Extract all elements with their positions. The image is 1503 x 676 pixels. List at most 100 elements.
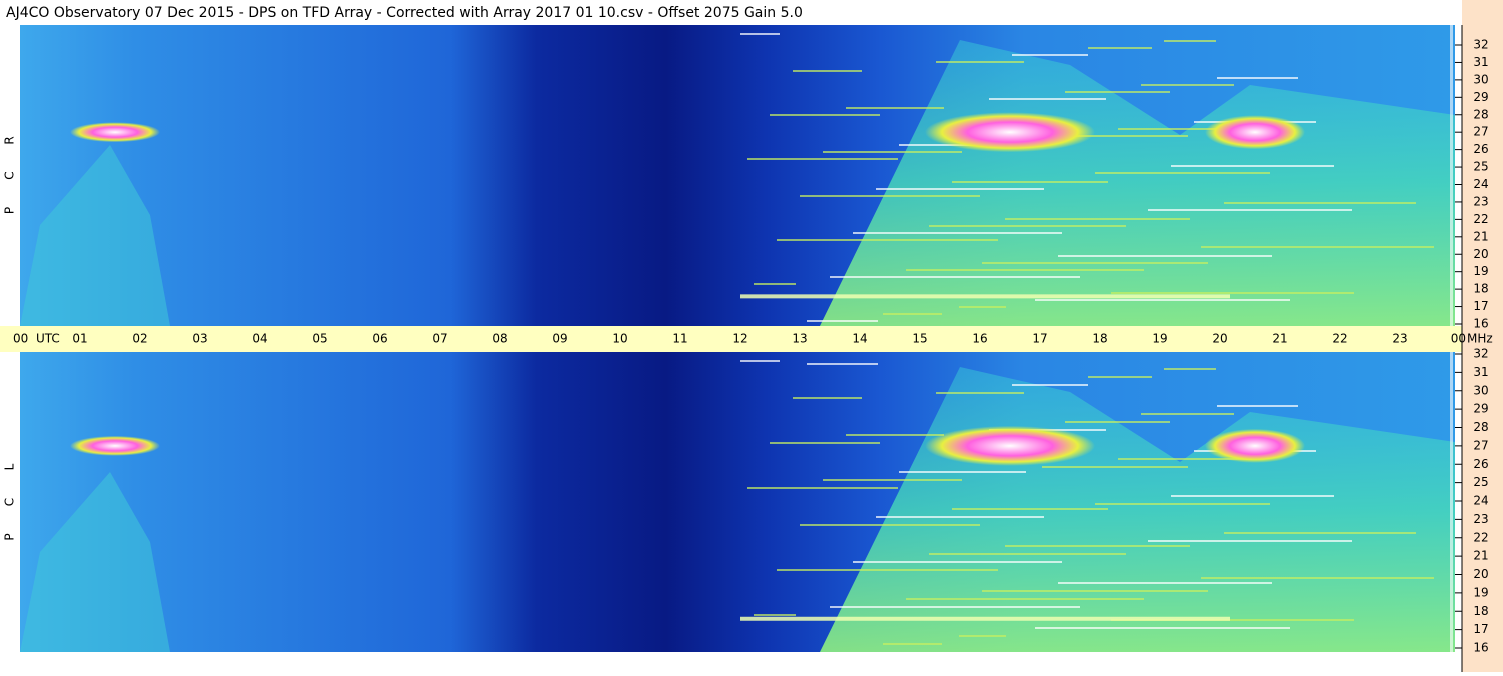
- noise-line: [1201, 577, 1434, 579]
- noise-line: [1171, 165, 1334, 167]
- noise-line: [823, 479, 962, 481]
- noise-line: [1118, 458, 1252, 460]
- panel-label: R: [3, 136, 17, 144]
- noise-line: [989, 98, 1106, 100]
- x-tick-label: 05: [312, 332, 327, 346]
- noise-line: [982, 590, 1208, 592]
- noise-line: [1111, 619, 1354, 621]
- burst-band: [740, 616, 1230, 621]
- y-tick-label: 18: [1473, 604, 1488, 618]
- noise-line: [876, 188, 1044, 190]
- x-tick-label: 12: [732, 332, 747, 346]
- y-tick-label: 22: [1473, 212, 1488, 226]
- x-tick-label: 14: [852, 332, 867, 346]
- noise-line: [883, 643, 942, 645]
- x-tick-label: 04: [252, 332, 267, 346]
- noise-line: [906, 598, 1144, 600]
- noise-line: [1005, 218, 1190, 220]
- x-tick-label: 21: [1272, 332, 1287, 346]
- y-tick-label: 19: [1473, 585, 1488, 599]
- noise-line: [800, 195, 980, 197]
- axis-bar: [1450, 352, 1453, 652]
- burst: [70, 122, 160, 143]
- noise-line: [793, 397, 862, 399]
- noise-line: [740, 33, 780, 35]
- noise-line: [1217, 77, 1298, 79]
- time-strip: [0, 326, 1462, 352]
- x-axis-label: UTC: [36, 332, 60, 346]
- noise-line: [853, 561, 1062, 563]
- panel-label: C: [3, 498, 17, 506]
- noise-line: [936, 392, 1024, 394]
- chart-title: AJ4CO Observatory 07 Dec 2015 - DPS on T…: [6, 5, 803, 21]
- noise-line: [830, 606, 1080, 608]
- x-tick-label: 11: [672, 332, 687, 346]
- panel-label: P: [3, 207, 17, 214]
- y-tick-label: 32: [1473, 38, 1488, 52]
- y-tick-label: 29: [1473, 402, 1488, 416]
- x-tick-label: 19: [1152, 332, 1167, 346]
- panel-label: P: [3, 533, 17, 540]
- x-tick-label: 13: [792, 332, 807, 346]
- y-tick-label: 22: [1473, 530, 1488, 544]
- noise-line: [1118, 128, 1252, 130]
- x-tick-label: 01: [72, 332, 87, 346]
- noise-line: [959, 635, 1006, 637]
- noise-line: [1065, 421, 1170, 423]
- noise-line: [952, 181, 1108, 183]
- noise-line: [1217, 405, 1298, 407]
- noise-line: [1111, 292, 1354, 294]
- x-tick-label: 15: [912, 332, 927, 346]
- noise-line: [1224, 532, 1416, 534]
- y-tick-label: 21: [1473, 229, 1488, 243]
- noise-line: [982, 262, 1208, 264]
- noise-line: [800, 524, 980, 526]
- y-tick-label: 23: [1473, 512, 1488, 526]
- y-tick-label: 24: [1473, 494, 1488, 508]
- noise-line: [883, 313, 942, 315]
- noise-line: [846, 434, 944, 436]
- y-tick-label: 26: [1473, 457, 1488, 471]
- burst: [1205, 115, 1305, 150]
- noise-line: [959, 306, 1006, 308]
- noise-line: [846, 107, 944, 109]
- x-tick-label: 22: [1332, 332, 1347, 346]
- noise-line: [929, 553, 1126, 555]
- noise-line: [830, 276, 1080, 278]
- noise-line: [1035, 299, 1290, 301]
- axis-bar: [1450, 25, 1453, 326]
- noise-line: [936, 61, 1024, 63]
- x-tick-label: 20: [1212, 332, 1227, 346]
- noise-line: [1012, 54, 1088, 56]
- y-tick-label: 20: [1473, 567, 1488, 581]
- panel-label: C: [3, 171, 17, 179]
- emission-region: [20, 472, 170, 652]
- noise-line: [1164, 40, 1216, 42]
- noise-line: [899, 471, 1026, 473]
- y-tick-label: 30: [1473, 72, 1488, 86]
- noise-line: [1042, 466, 1188, 468]
- x-tick-label: 06: [372, 332, 387, 346]
- y-tick-label: 19: [1473, 264, 1488, 278]
- y-tick-label: 18: [1473, 282, 1488, 296]
- noise-line: [1141, 84, 1234, 86]
- noise-line: [1141, 413, 1234, 415]
- x-tick-label: 00: [13, 332, 28, 346]
- x-tick-label: 09: [552, 332, 567, 346]
- y-tick-label: 16: [1473, 317, 1488, 331]
- noise-line: [1171, 495, 1334, 497]
- noise-line: [853, 232, 1062, 234]
- noise-line: [777, 239, 998, 241]
- noise-line: [1095, 503, 1270, 505]
- emission-region: [20, 145, 170, 326]
- noise-line: [747, 158, 898, 160]
- noise-line: [770, 442, 880, 444]
- y-tick-label: 24: [1473, 177, 1488, 191]
- y-tick-label: 21: [1473, 549, 1488, 563]
- y-tick-label: 27: [1473, 125, 1488, 139]
- noise-line: [1088, 47, 1152, 49]
- noise-line: [1095, 172, 1270, 174]
- burst: [925, 112, 1095, 153]
